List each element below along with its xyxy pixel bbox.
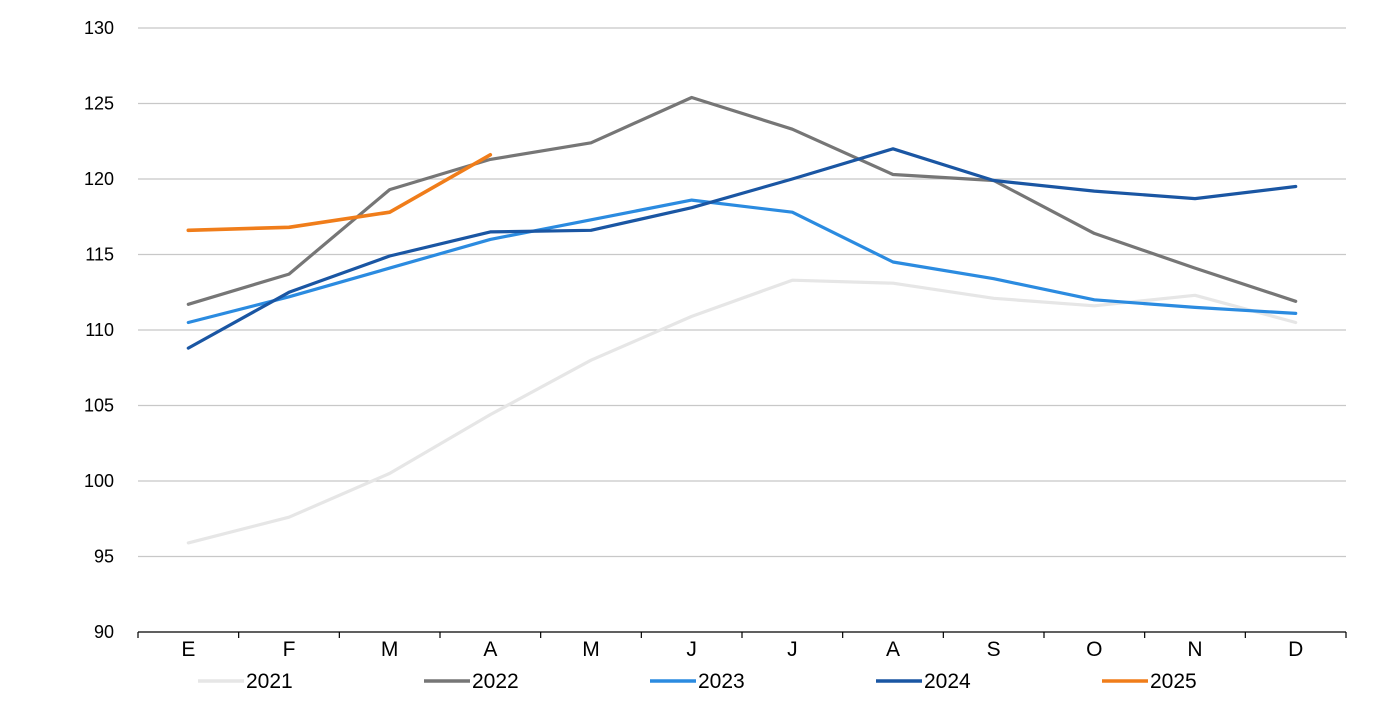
series-line-2025 xyxy=(186,153,493,233)
series-line-2022 xyxy=(186,95,1298,306)
legend-label-2021: 2021 xyxy=(246,670,293,693)
y-tick-label: 130 xyxy=(84,18,114,38)
x-tick-label: D xyxy=(1288,638,1303,661)
x-tick-label: A xyxy=(483,638,497,661)
y-axis: 130 125 120 115 110 105 100 95 90 xyxy=(84,18,114,642)
x-tick-label: O xyxy=(1086,638,1102,661)
y-tick-label: 125 xyxy=(84,94,114,114)
legend-label-2025: 2025 xyxy=(1150,670,1197,693)
x-tick-label: J xyxy=(686,638,697,661)
y-tick-label: 110 xyxy=(85,320,114,340)
y-tick-label: 115 xyxy=(85,245,114,265)
x-tick-label: F xyxy=(283,638,296,661)
x-tick-label: J xyxy=(787,638,798,661)
x-tick-label: N xyxy=(1187,638,1202,661)
series-line-2021 xyxy=(186,278,1298,545)
y-tick-label: 120 xyxy=(84,169,114,189)
x-tick-label: A xyxy=(886,638,900,661)
series-lines xyxy=(186,95,1298,545)
x-tick-label: M xyxy=(582,638,600,661)
y-tick-label: 100 xyxy=(84,471,114,491)
legend: 2021 2022 2023 2024 2025 xyxy=(198,670,1197,693)
y-tick-label: 95 xyxy=(94,547,114,567)
series-line-2024 xyxy=(186,147,1298,350)
series-line-2023 xyxy=(186,198,1298,325)
legend-label-2024: 2024 xyxy=(924,670,971,693)
x-tick-label: E xyxy=(181,638,195,661)
legend-label-2022: 2022 xyxy=(472,670,519,693)
y-tick-label: 105 xyxy=(84,396,114,416)
x-tick-label: S xyxy=(987,638,1001,661)
x-tick-label: M xyxy=(381,638,399,661)
gridlines xyxy=(138,27,1346,558)
y-tick-label: 90 xyxy=(94,622,114,642)
legend-label-2023: 2023 xyxy=(698,670,745,693)
